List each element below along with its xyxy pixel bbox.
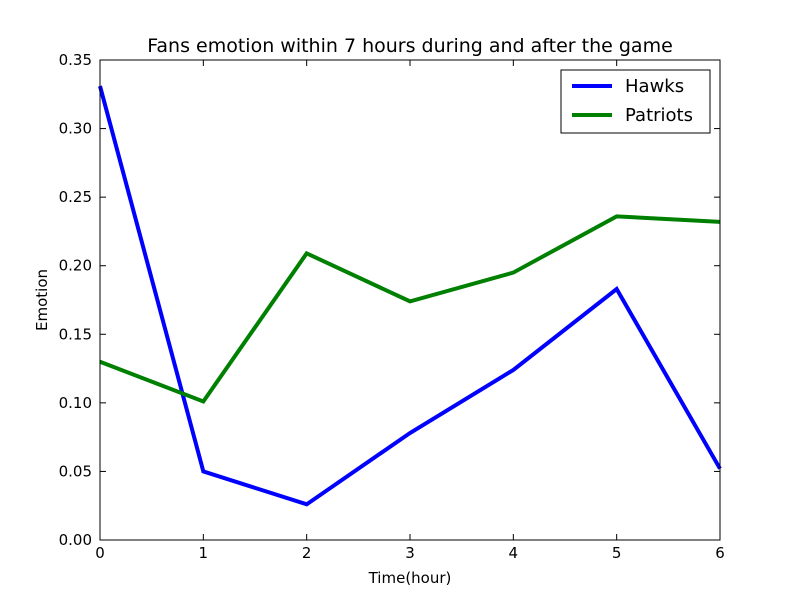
axis-ticks <box>99 59 721 541</box>
x-tick-label: 6 <box>715 544 725 562</box>
x-axis-label: Time(hour) <box>368 569 452 587</box>
y-tick-label: 0.30 <box>59 120 92 138</box>
series-line-patriots <box>99 214 721 404</box>
x-tick-label: 5 <box>612 544 622 562</box>
series-line-hawks <box>98 85 722 507</box>
x-tick-label: 0 <box>95 544 105 562</box>
chart-title: Fans emotion within 7 hours during and a… <box>147 35 673 57</box>
x-tick-label: 4 <box>509 544 519 562</box>
x-tick-label: 1 <box>199 544 209 562</box>
x-tick-label: 3 <box>405 544 415 562</box>
y-tick-label: 0.35 <box>59 51 92 69</box>
y-tick-label: 0.20 <box>59 257 92 275</box>
x-tick-label: 2 <box>302 544 312 562</box>
legend: Hawks Patriots <box>560 69 711 134</box>
y-tick-label: 0.15 <box>59 325 92 343</box>
y-tick-label: 0.25 <box>59 188 92 206</box>
series-lines <box>98 85 722 507</box>
legend-box <box>560 69 711 134</box>
y-tick-label: 0.10 <box>59 394 92 412</box>
legend-label-hawks: Hawks <box>625 76 684 97</box>
legend-label-patriots: Patriots <box>625 105 693 126</box>
y-axis-label: Emotion <box>33 269 51 331</box>
y-tick-label: 0.05 <box>59 462 92 480</box>
y-tick-label: 0.00 <box>59 531 92 549</box>
tick-labels: 0 1 2 3 4 5 6 0.00 0.05 0.10 0.15 0.20 0.25 0.30 0.35 <box>59 51 725 562</box>
